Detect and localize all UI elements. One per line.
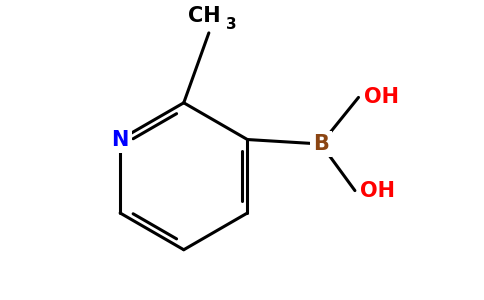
Text: 3: 3 xyxy=(226,17,237,32)
Text: CH: CH xyxy=(188,6,221,26)
Text: B: B xyxy=(313,134,329,154)
Text: OH: OH xyxy=(360,181,395,201)
Text: N: N xyxy=(111,130,129,149)
Text: OH: OH xyxy=(364,87,399,107)
